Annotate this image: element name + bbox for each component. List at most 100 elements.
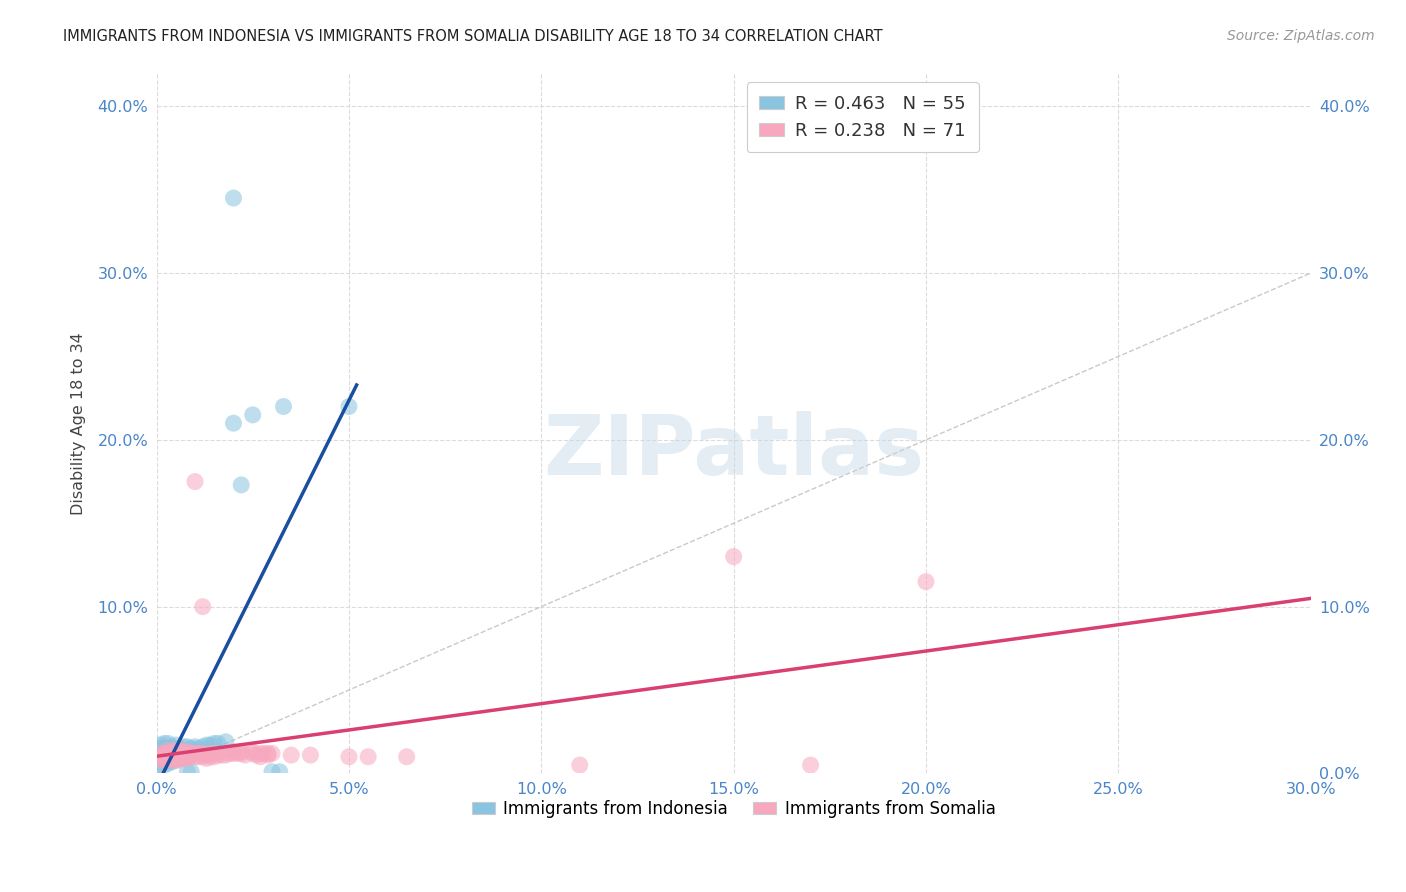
- Point: [176, 764, 198, 779]
- Text: ZIPatlas: ZIPatlas: [543, 410, 924, 491]
- Point: [165, 747, 187, 761]
- Point: [160, 745, 183, 759]
- Point: [165, 743, 187, 757]
- Point: [357, 749, 380, 764]
- Point: [200, 749, 222, 764]
- Point: [800, 758, 823, 772]
- Point: [222, 745, 245, 759]
- Point: [915, 574, 938, 589]
- Point: [176, 745, 198, 759]
- Point: [173, 749, 195, 764]
- Point: [222, 191, 245, 205]
- Point: [184, 475, 207, 489]
- Point: [165, 743, 187, 757]
- Point: [191, 749, 214, 764]
- Point: [257, 748, 280, 763]
- Point: [187, 747, 209, 761]
- Point: [191, 747, 214, 761]
- Point: [160, 755, 183, 769]
- Point: [184, 747, 207, 761]
- Point: [149, 738, 172, 752]
- Point: [207, 736, 229, 750]
- Point: [149, 753, 172, 767]
- Point: [153, 749, 176, 764]
- Point: [187, 741, 209, 756]
- Point: [200, 747, 222, 761]
- Point: [165, 748, 187, 763]
- Point: [253, 747, 276, 761]
- Point: [157, 747, 180, 761]
- Point: [202, 749, 225, 764]
- Point: [169, 743, 191, 757]
- Point: [191, 739, 214, 754]
- Point: [180, 764, 202, 779]
- Point: [299, 748, 322, 763]
- Point: [173, 739, 195, 754]
- Point: [176, 745, 198, 759]
- Point: [165, 749, 187, 764]
- Point: [273, 400, 295, 414]
- Point: [176, 739, 198, 754]
- Point: [231, 478, 253, 492]
- Point: [157, 751, 180, 765]
- Point: [176, 748, 198, 763]
- Point: [269, 764, 291, 779]
- Point: [184, 745, 207, 759]
- Point: [187, 749, 209, 764]
- Point: [149, 747, 172, 761]
- Point: [157, 741, 180, 756]
- Point: [149, 747, 172, 761]
- Legend: Immigrants from Indonesia, Immigrants from Somalia: Immigrants from Indonesia, Immigrants fr…: [465, 793, 1002, 824]
- Point: [160, 749, 183, 764]
- Point: [165, 753, 187, 767]
- Point: [242, 745, 264, 759]
- Point: [184, 749, 207, 764]
- Text: IMMIGRANTS FROM INDONESIA VS IMMIGRANTS FROM SOMALIA DISABILITY AGE 18 TO 34 COR: IMMIGRANTS FROM INDONESIA VS IMMIGRANTS …: [63, 29, 883, 44]
- Point: [153, 747, 176, 761]
- Point: [337, 749, 360, 764]
- Point: [233, 748, 256, 763]
- Point: [160, 749, 183, 764]
- Point: [157, 753, 180, 767]
- Point: [169, 751, 191, 765]
- Text: Source: ZipAtlas.com: Source: ZipAtlas.com: [1227, 29, 1375, 43]
- Point: [231, 747, 253, 761]
- Point: [226, 747, 249, 761]
- Point: [207, 748, 229, 763]
- Point: [257, 747, 280, 761]
- Point: [169, 741, 191, 756]
- Point: [245, 748, 267, 763]
- Point: [153, 753, 176, 767]
- Point: [169, 749, 191, 764]
- Point: [157, 749, 180, 764]
- Point: [176, 749, 198, 764]
- Point: [169, 747, 191, 761]
- Point: [222, 416, 245, 430]
- Point: [153, 747, 176, 761]
- Point: [180, 747, 202, 761]
- Point: [157, 736, 180, 750]
- Point: [173, 748, 195, 763]
- Point: [249, 747, 271, 761]
- Point: [149, 749, 172, 764]
- Point: [280, 748, 302, 763]
- Point: [180, 741, 202, 756]
- Point: [149, 758, 172, 772]
- Point: [202, 747, 225, 761]
- Point: [160, 753, 183, 767]
- Point: [180, 749, 202, 764]
- Point: [149, 749, 172, 764]
- Point: [176, 751, 198, 765]
- Point: [337, 400, 360, 414]
- Point: [195, 751, 218, 765]
- Point: [160, 747, 183, 761]
- Point: [165, 738, 187, 752]
- Point: [211, 748, 233, 763]
- Point: [191, 599, 214, 614]
- Point: [260, 747, 283, 761]
- Point: [200, 738, 222, 752]
- Point: [169, 747, 191, 761]
- Point: [169, 753, 191, 767]
- Point: [153, 753, 176, 767]
- Point: [249, 749, 271, 764]
